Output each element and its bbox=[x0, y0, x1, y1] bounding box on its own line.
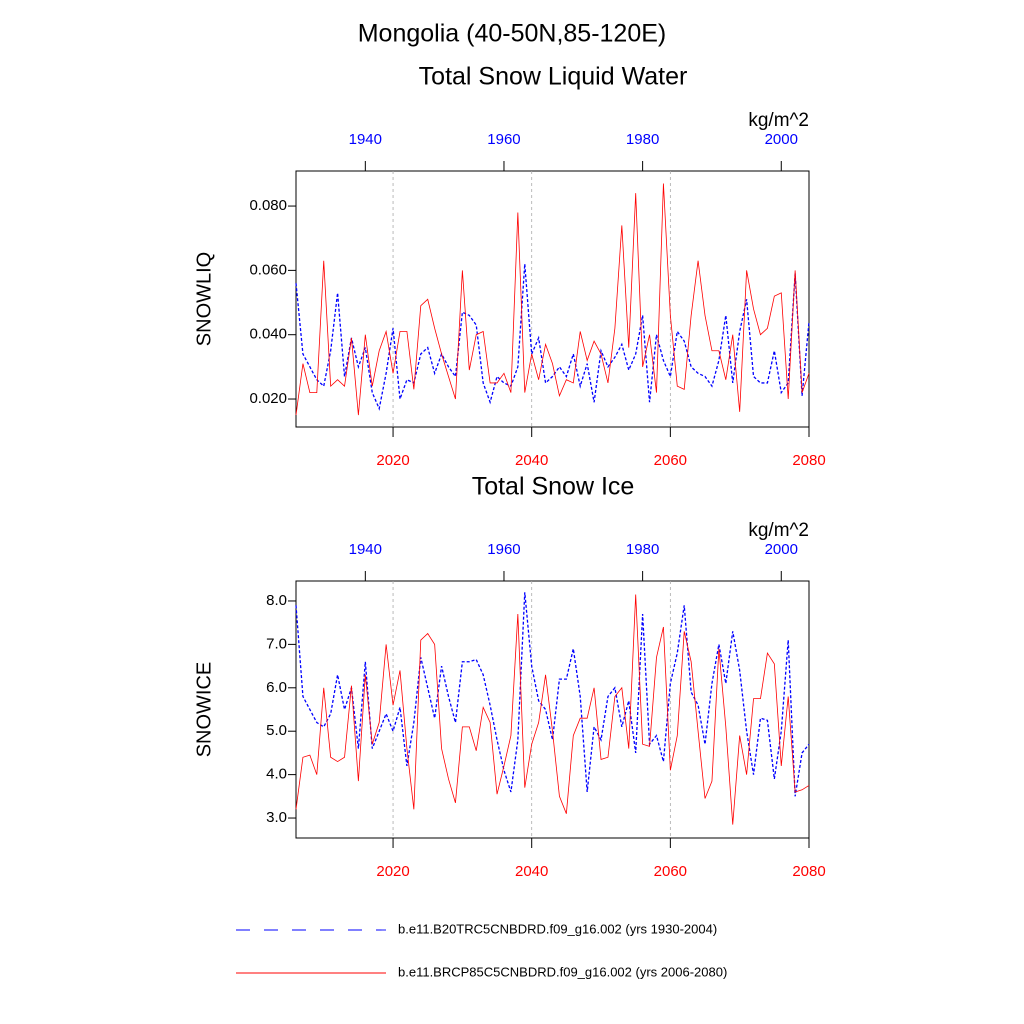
y-tick-label: 3.0 bbox=[266, 809, 287, 826]
page-title: Mongolia (40-50N,85-120E) bbox=[358, 20, 667, 48]
x-tick-label: 2080 bbox=[792, 452, 825, 469]
y-tick-label: 7.0 bbox=[266, 635, 287, 652]
x2-tick-label: 1960 bbox=[487, 541, 520, 558]
y-tick-label: 0.060 bbox=[249, 261, 287, 278]
x-tick-label: 2060 bbox=[654, 452, 687, 469]
y-tick-label: 0.020 bbox=[249, 390, 287, 407]
units-label: kg/m^2 bbox=[748, 520, 809, 541]
x2-tick-label: 1940 bbox=[349, 131, 382, 148]
legend-label: b.e11.B20TRC5CNBDRD.f09_g16.002 (yrs 193… bbox=[398, 921, 717, 936]
x-tick-label: 2040 bbox=[515, 863, 548, 880]
y-tick-label: 0.080 bbox=[249, 197, 287, 214]
x2-tick-label: 2000 bbox=[765, 541, 798, 558]
legend-label: b.e11.BRCP85C5CNBDRD.f09_g16.002 (yrs 20… bbox=[398, 964, 727, 979]
x2-tick-label: 1980 bbox=[626, 541, 659, 558]
x-tick-label: 2020 bbox=[376, 452, 409, 469]
y-axis-label: SNOWICE bbox=[193, 662, 215, 758]
plot-frame bbox=[295, 580, 810, 839]
y-axis-label: SNOWLIQ bbox=[193, 252, 215, 346]
y-tick-label: 5.0 bbox=[266, 722, 287, 739]
data-line bbox=[295, 594, 810, 825]
plot-frame bbox=[295, 170, 810, 428]
data-line bbox=[295, 183, 810, 416]
data-line bbox=[295, 263, 810, 411]
x-tick-label: 2020 bbox=[376, 863, 409, 880]
y-tick-label: 4.0 bbox=[266, 766, 287, 783]
chart-title: Total Snow Liquid Water bbox=[419, 63, 688, 91]
x-tick-label: 2080 bbox=[792, 863, 825, 880]
x2-tick-label: 2000 bbox=[765, 131, 798, 148]
x2-tick-label: 1980 bbox=[626, 131, 659, 148]
chart-title: Total Snow Ice bbox=[472, 473, 635, 501]
data-line bbox=[295, 592, 810, 797]
x-tick-label: 2060 bbox=[654, 863, 687, 880]
y-tick-label: 8.0 bbox=[266, 592, 287, 609]
y-tick-label: 6.0 bbox=[266, 679, 287, 696]
x2-tick-label: 1960 bbox=[487, 131, 520, 148]
y-tick-label: 0.040 bbox=[249, 326, 287, 343]
x-tick-label: 2040 bbox=[515, 452, 548, 469]
x2-tick-label: 1940 bbox=[349, 541, 382, 558]
units-label: kg/m^2 bbox=[748, 110, 809, 131]
